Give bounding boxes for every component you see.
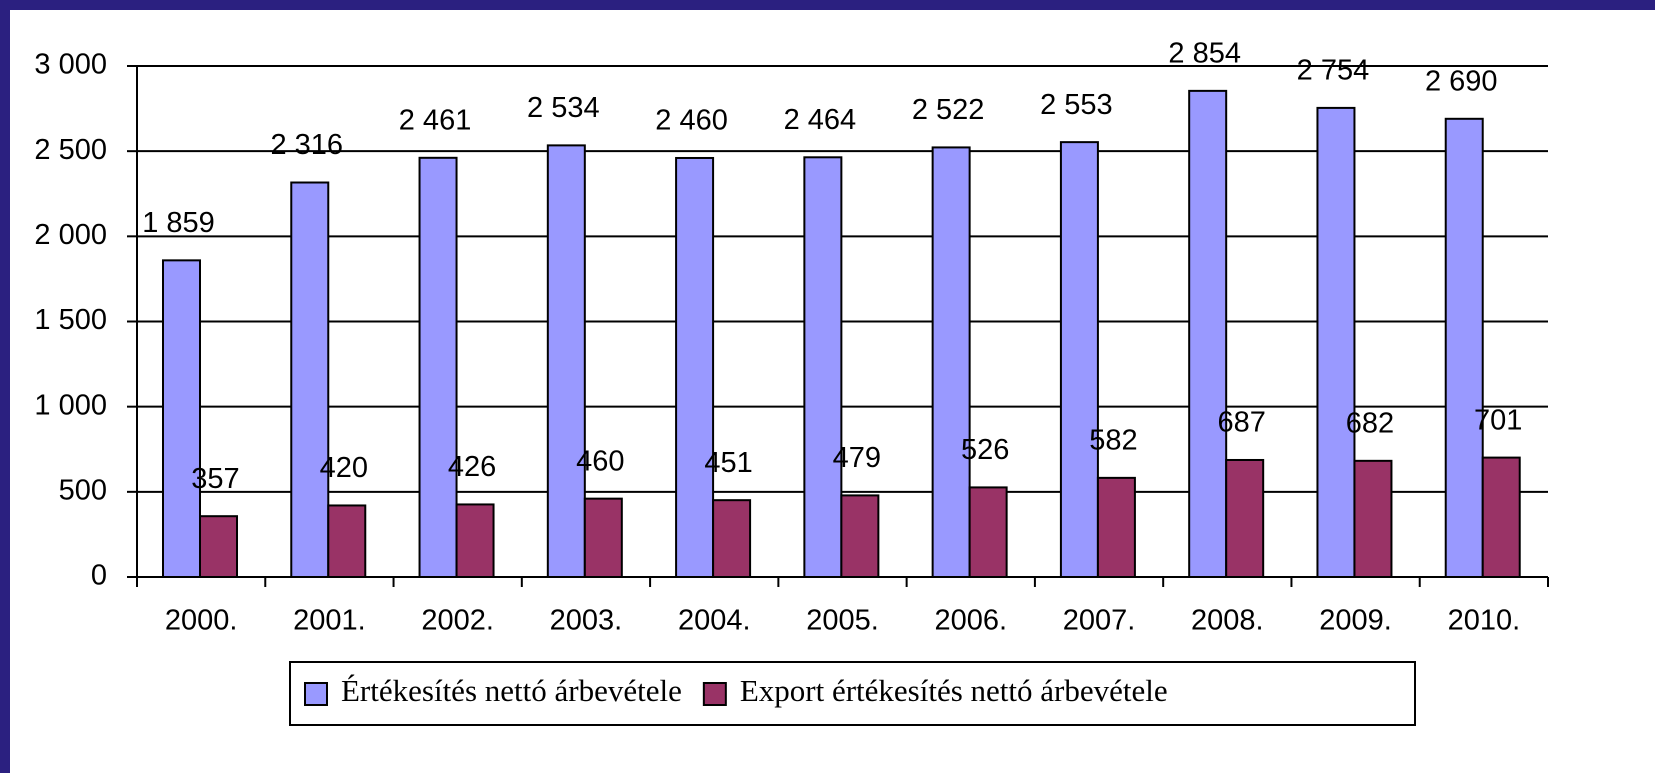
value-label: 357 [191,463,239,495]
value-label: 479 [833,442,881,474]
value-label: 526 [961,434,1009,466]
x-tick-label: 2007. [1063,605,1136,637]
x-tick-label: 2002. [421,605,494,637]
value-label: 2 553 [1040,89,1113,121]
bar [162,259,201,578]
bar [968,486,1008,578]
value-label: 2 690 [1425,65,1498,97]
y-tick-label: 3 000 [34,49,107,81]
x-tick-label: 2005. [806,605,879,637]
bar [1444,117,1484,578]
bar [418,156,458,578]
y-tick-label: 1 500 [34,304,107,336]
bar [1353,459,1393,579]
legend-label: Export értékesítés nettó árbevétele [740,673,1168,708]
legend-label: Értékesítés nettó árbevétele [341,673,682,708]
y-tick-label: 1 000 [34,389,107,421]
x-tick-label: 2000. [165,605,238,637]
bar [583,497,623,578]
value-label: 1 859 [142,207,215,239]
value-label: 2 854 [1168,38,1241,70]
value-label: 2 464 [784,104,857,136]
value-label: 460 [576,445,624,477]
value-label: 451 [704,447,752,479]
x-tick-label: 2001. [293,605,366,637]
value-label: 701 [1474,404,1522,436]
x-tick-label: 2004. [678,605,751,637]
bar [675,156,715,578]
value-label: 2 460 [655,105,728,137]
x-tick-label: 2009. [1319,605,1392,637]
y-tick-label: 500 [59,474,107,506]
legend-swatch [304,682,328,706]
bar [455,503,495,578]
bar [712,499,752,578]
bar [840,494,880,579]
bar [1316,106,1356,578]
bar [1481,456,1521,579]
x-tick-label: 2008. [1191,605,1264,637]
value-label: 2 754 [1297,55,1370,87]
x-tick-label: 2003. [550,605,623,637]
legend-swatch [702,682,727,706]
y-tick-label: 2 500 [34,134,107,166]
y-tick-label: 2 000 [34,219,107,251]
x-tick-label: 2006. [934,605,1007,637]
value-label: 2 461 [399,104,472,136]
y-tick-label: 0 [91,560,107,592]
value-label: 582 [1089,425,1137,457]
value-label: 682 [1346,407,1394,439]
bar [931,146,971,578]
bar [1096,476,1136,578]
value-label: 420 [320,452,368,484]
value-label: 2 534 [527,92,600,124]
bar [546,144,586,578]
bar [1059,141,1099,578]
value-label: 2 522 [912,94,985,126]
value-label: 2 316 [270,129,343,161]
bar [1225,458,1265,578]
legend-box [289,661,1416,726]
value-label: 687 [1217,407,1265,439]
bar [1188,89,1228,579]
bar [290,181,330,578]
bar [803,156,843,578]
value-label: 426 [448,451,496,483]
bar [199,515,238,578]
x-tick-label: 2010. [1448,605,1521,637]
bar [327,504,367,578]
